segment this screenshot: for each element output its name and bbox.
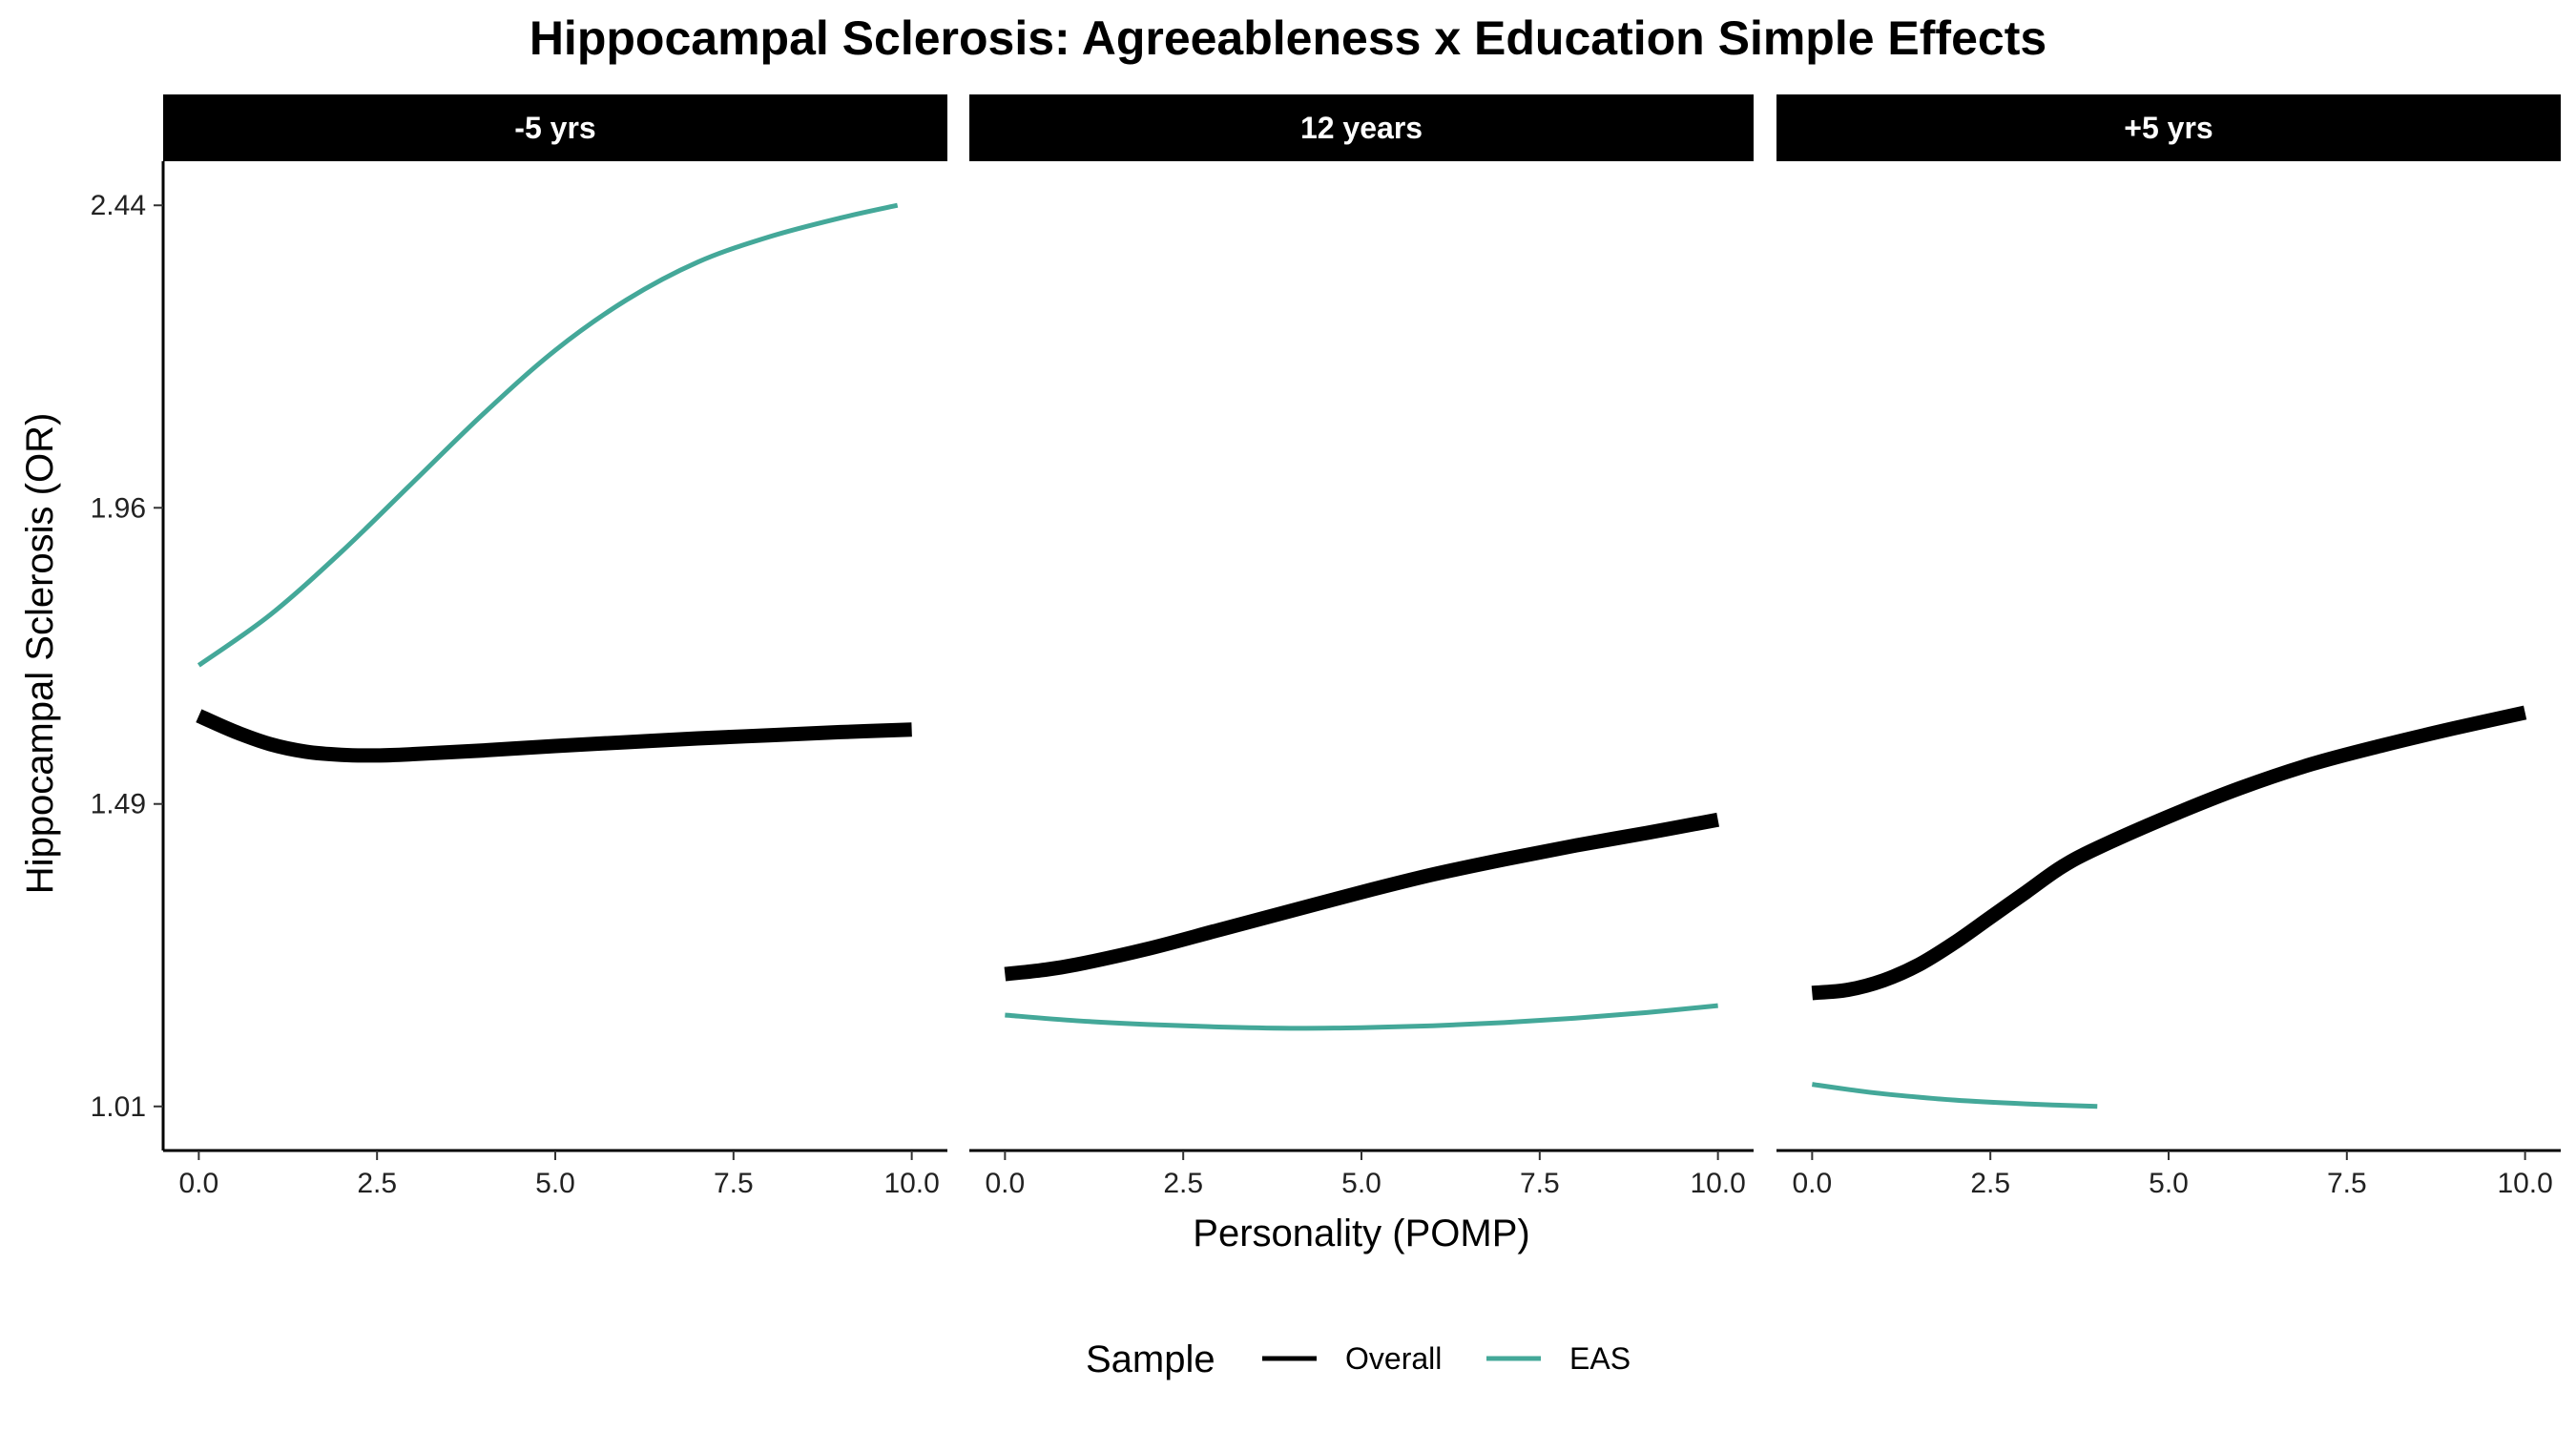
y-axis-title: Hippocampal Sclerosis (OR) <box>19 413 61 895</box>
legend-label-eas: EAS <box>1569 1341 1631 1376</box>
legend-title: Sample <box>1086 1338 1215 1380</box>
series-line-eas <box>1005 1003 1718 1031</box>
x-tick-label: 10.0 <box>2497 1168 2552 1199</box>
facet-panel-1: -5 yrs 1.01 1.49 1.96 2.44 0.0 2.5 5.0 7.5 10.0 <box>91 94 947 1199</box>
series-line-overall <box>196 709 912 763</box>
x-tick-label: 2.5 <box>1970 1168 2010 1199</box>
facet-strip <box>163 94 947 161</box>
facet-panel-2: 12 years 0.0 2.5 5.0 7.5 10.0 <box>969 94 1754 1199</box>
legend-label-overall: Overall <box>1345 1341 1442 1376</box>
y-tick-label: 1.96 <box>91 492 146 524</box>
x-axis-title: Personality (POMP) <box>1193 1213 1529 1255</box>
series-line-overall <box>1004 812 1720 982</box>
x-tick-label: 5.0 <box>2149 1168 2189 1199</box>
y-tick-label: 1.01 <box>91 1091 146 1123</box>
facet-panel-3: +5 yrs 0.0 2.5 5.0 7.5 10.0 <box>1776 94 2561 1199</box>
series-line-overall <box>1811 705 2527 1001</box>
x-tick-label: 5.0 <box>1341 1168 1381 1199</box>
legend: Sample Overall EAS <box>1086 1338 1631 1380</box>
x-tick-label: 2.5 <box>357 1168 397 1199</box>
chart-title: Hippocampal Sclerosis: Agreeableness x E… <box>530 11 2046 65</box>
facet-strip-label: +5 yrs <box>2124 111 2212 145</box>
x-tick-label: 10.0 <box>1690 1168 1745 1199</box>
facet-strip-label: -5 yrs <box>514 111 595 145</box>
x-tick-label: 0.0 <box>1793 1168 1833 1199</box>
y-tick-label: 2.44 <box>91 190 146 221</box>
x-tick-label: 2.5 <box>1163 1168 1203 1199</box>
x-tick-label: 7.5 <box>714 1168 754 1199</box>
y-tick-label: 1.49 <box>91 789 146 820</box>
x-tick-label: 7.5 <box>1520 1168 1560 1199</box>
x-tick-label: 5.0 <box>535 1168 575 1199</box>
series-line-eas <box>197 202 899 668</box>
x-tick-label: 10.0 <box>883 1168 939 1199</box>
x-tick-label: 0.0 <box>179 1168 219 1199</box>
facet-strip <box>1776 94 2561 161</box>
series-line-eas <box>1812 1082 2098 1110</box>
facet-strip-label: 12 years <box>1300 111 1423 145</box>
x-tick-label: 0.0 <box>986 1168 1026 1199</box>
facet-strip <box>969 94 1754 161</box>
x-tick-label: 7.5 <box>2327 1168 2367 1199</box>
